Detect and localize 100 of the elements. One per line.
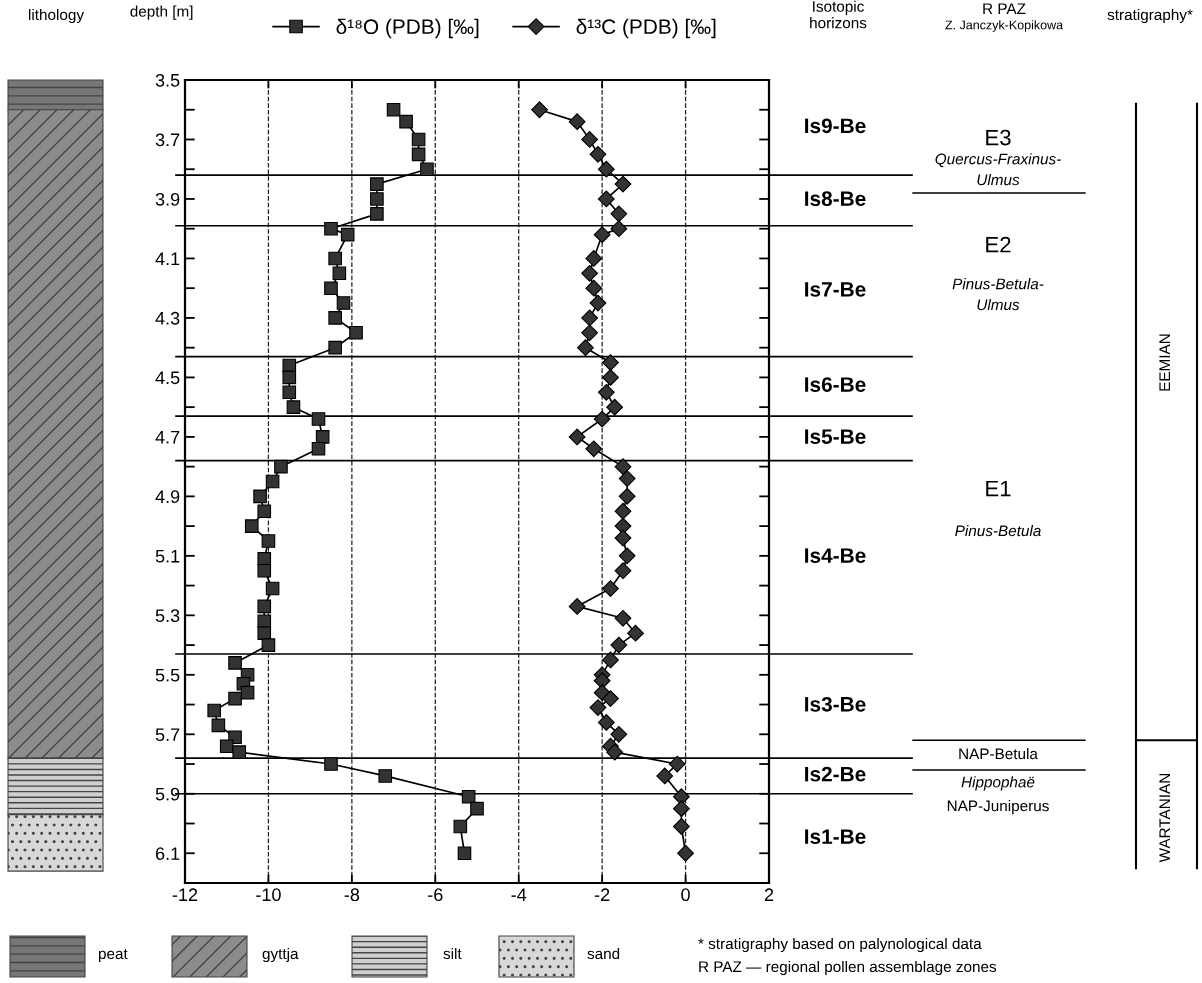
point [585,250,603,267]
point [282,358,297,373]
x-tick-label: -4 [511,888,527,901]
text: sand [587,947,620,960]
point [581,324,599,342]
point [207,703,222,718]
point [610,220,628,238]
point [606,743,624,761]
point [228,656,242,670]
x-tick-label: -10 [256,888,281,902]
text: Is6-Be [805,377,866,392]
point [531,101,548,119]
point [668,755,686,773]
point [370,177,384,191]
point [618,547,636,565]
text: Z. Janczyk-Kopikowa [945,20,1064,32]
point [232,745,247,759]
point [610,725,628,743]
y-tick-label: 5.3 [155,609,180,623]
legend-label: δ¹³C (PDB) [‰] [576,18,716,39]
point [399,114,413,129]
point [656,767,674,785]
point [614,502,632,520]
text: Is1-Be [805,829,866,844]
text: Is3-Be [805,696,866,712]
point [577,339,594,357]
point [378,769,393,783]
y-tick-label: 3.7 [155,133,180,147]
text: * stratigraphy based on palynological data [698,937,982,953]
point [614,175,632,193]
y-tick-label: 5.7 [155,728,180,742]
point [614,529,632,547]
text: Is9-Be [805,118,866,134]
y-tick-label: 4.1 [155,252,180,265]
text: Is2-Be [805,766,866,782]
point [597,190,615,208]
text: NAP-Betula [959,747,1038,760]
x-tick-label: -8 [344,888,360,902]
point [282,385,297,400]
text: R PAZ — regional pollen assemblage zones [699,960,997,976]
point [589,294,607,312]
point [257,563,272,578]
y-tick-label: 3.5 [155,73,180,87]
point [581,309,599,327]
y-tick-label: 4.7 [155,431,180,444]
legend-label: δ¹⁸O (PDB) [‰] [336,18,479,39]
point [228,691,242,706]
point [618,487,636,505]
text: Quercus-Fraxinus- [935,153,1061,168]
point [672,800,690,818]
point [411,147,426,162]
point [581,264,599,282]
point [568,597,586,615]
point [328,340,342,355]
point [261,534,276,548]
text: Ulmus [977,298,1020,311]
text: Isotopic horizons [810,0,867,29]
point [614,458,632,476]
x-tick-label: 2 [764,888,774,901]
x-tick-label: -2 [594,888,610,901]
point [257,626,272,640]
point [332,266,347,281]
point [581,131,599,148]
text: NAP-Juniperus [947,800,1049,815]
y-tick-label: 5.5 [155,668,180,682]
point [602,368,619,386]
point [311,412,326,426]
point [349,325,363,340]
text: Hippophaë [961,776,1035,791]
point [618,470,636,487]
point [610,205,628,223]
text: gyttja [262,947,299,963]
text: Is5-Be [805,429,866,444]
point [568,428,586,446]
point [257,552,272,566]
point [286,400,301,414]
point [420,162,434,177]
point [627,624,644,642]
text: EEMIAN [1159,334,1170,391]
point [614,562,632,580]
text: Ulmus [977,174,1020,186]
point [606,398,624,416]
point [274,459,288,474]
point [672,818,690,835]
text: stratigraphy* [1107,8,1193,24]
point [568,113,586,131]
point [386,102,401,117]
x-tick-label: -6 [428,888,443,902]
y-tick-label: 6.1 [155,847,180,860]
y-tick-label: 5.1 [155,549,180,563]
point [370,192,384,206]
point [282,370,297,385]
text: Pinus-Betula [955,524,1041,537]
point [597,160,615,178]
y-tick-label: 4.3 [155,311,180,325]
point [593,226,611,244]
point [324,221,338,236]
text: Is4-Be [805,548,866,563]
text: silt [443,947,462,960]
point [257,599,272,614]
